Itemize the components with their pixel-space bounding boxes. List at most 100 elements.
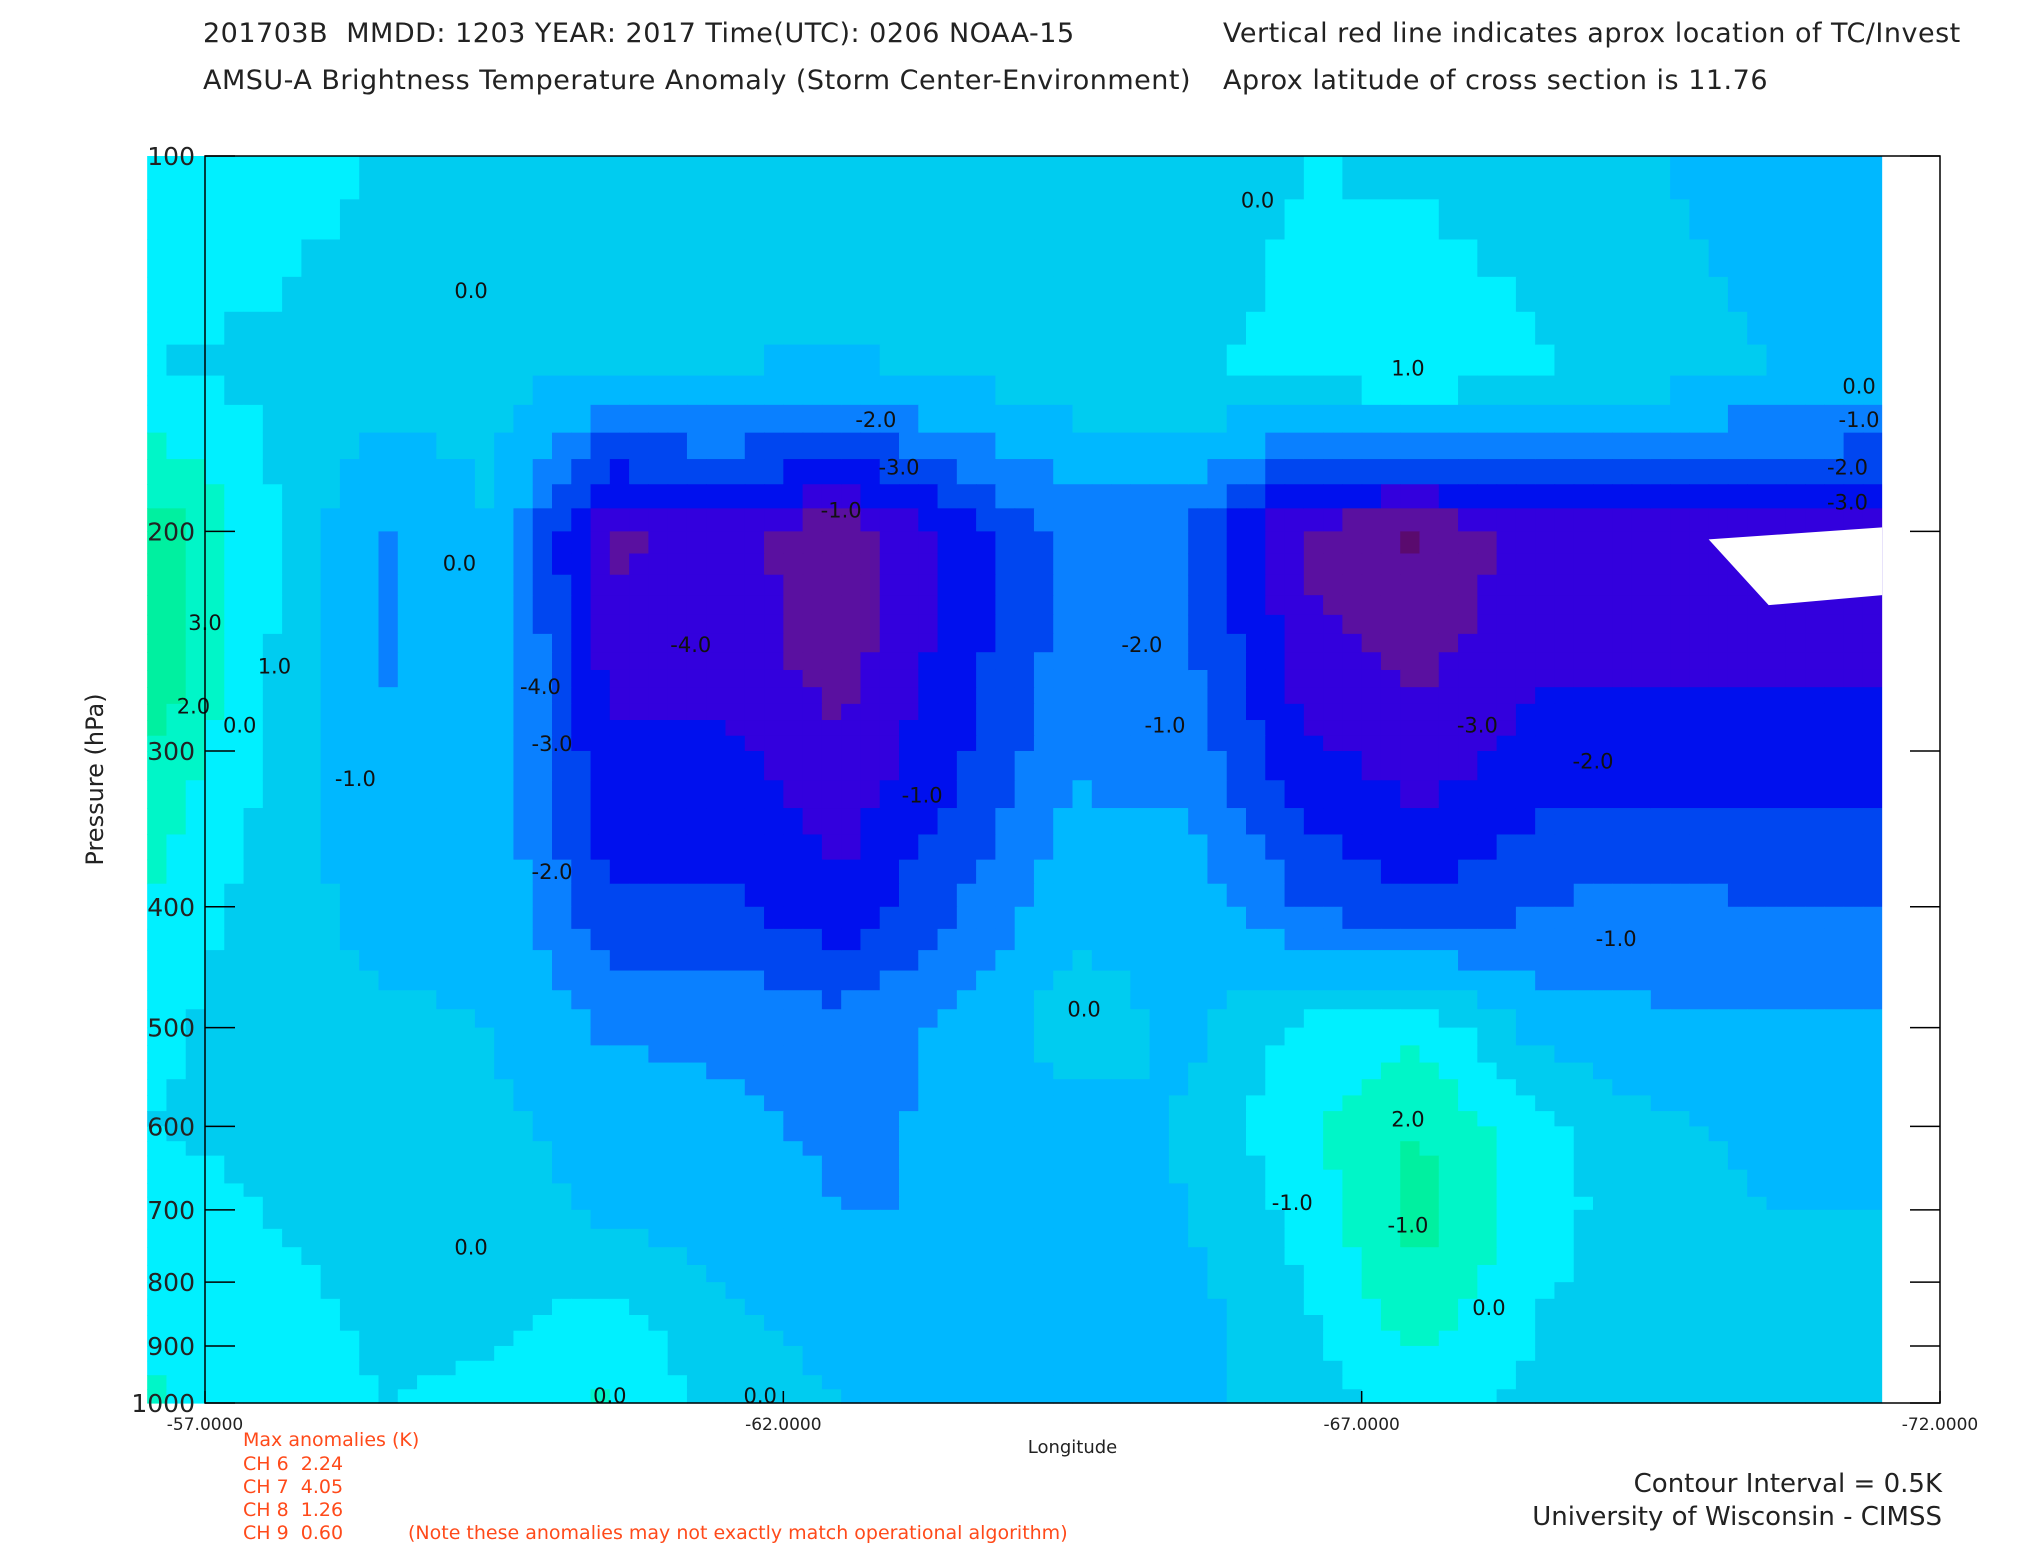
anomaly-cell [667,508,688,532]
anomaly-cell [1593,595,1613,616]
anomaly-cell [1149,859,1170,885]
anomaly-cell [918,780,939,809]
anomaly-cell [744,1079,765,1096]
anomaly-cell [1573,834,1594,861]
anomaly-cell [1380,1247,1401,1266]
anomaly-cell [706,1027,727,1046]
anomaly-cell [1053,1209,1074,1230]
anomaly-cell [744,553,765,576]
anomaly-cell [474,404,495,434]
anomaly-cell [1458,344,1478,377]
anomaly-cell [609,375,630,406]
anomaly-cell [1554,1282,1575,1300]
anomaly-cell [879,928,900,951]
anomaly-cell [1689,1282,1710,1300]
anomaly-cell [1303,553,1324,576]
anomaly-cell [1496,311,1517,346]
anomaly-cell [1188,735,1209,752]
anomaly-cell [1419,484,1440,509]
anomaly-cell [1400,344,1421,377]
anomaly-cell [1650,1264,1671,1283]
anomaly-cell [783,834,804,861]
anomaly-cell [1207,311,1228,346]
anomaly-cell [166,404,187,434]
anomaly-cell [1265,633,1286,653]
anomaly-cell [166,735,187,752]
anomaly-cell [185,950,206,972]
anomaly-cell [1130,703,1151,721]
anomaly-cell [1149,239,1170,278]
anomaly-cell [1149,1045,1170,1064]
anomaly-cell [764,1095,784,1112]
anomaly-cell [590,735,611,752]
anomaly-cell [1188,1264,1209,1283]
anomaly-cell [1650,1141,1671,1157]
anomaly-cell [995,1155,1016,1171]
anomaly-cell [1130,652,1151,671]
anomaly-cell [1824,750,1845,781]
anomaly-cell [1130,156,1151,200]
anomaly-cell [1670,1196,1690,1211]
anomaly-cell [1091,1062,1112,1080]
anomaly-cell [378,484,399,509]
anomaly-cell [802,950,823,972]
anomaly-cell [783,720,804,737]
anomaly-cell [1766,906,1787,930]
anomaly-cell [956,633,977,653]
anomaly-cell [841,484,862,509]
anomaly-cell [1188,459,1209,485]
anomaly-cell [1168,780,1189,809]
anomaly-cell [1477,595,1498,616]
anomaly-cell [841,311,862,346]
anomaly-cell [1380,1095,1401,1112]
anomaly-cell [359,906,380,930]
anomaly-cell [147,687,168,705]
anomaly-cell [436,276,457,313]
anomaly-cell [397,720,418,737]
anomaly-cell [764,950,784,972]
anomaly-cell [1130,1183,1151,1198]
anomaly-cell [1226,750,1247,781]
anomaly-cell [339,1126,360,1142]
anomaly-cell [899,239,919,278]
anomaly-cell [1650,1111,1671,1127]
anomaly-cell [397,1345,418,1362]
anomaly-cell [1168,1169,1189,1185]
anomaly-cell [1438,375,1459,406]
anomaly-cell [1843,311,1864,346]
anomaly-cell [1843,595,1864,616]
anomaly-cell [339,531,360,555]
anomaly-cell [1284,735,1305,752]
anomaly-cell [609,276,630,313]
anomaly-cell [455,553,476,576]
anomaly-cell [1265,1169,1286,1185]
anomaly-cell [359,1095,380,1112]
anomaly-cell [417,432,437,460]
anomaly-cell [1188,1009,1209,1029]
anomaly-cell [841,669,862,688]
anomaly-cell [802,1264,823,1283]
anomaly-cell [1689,735,1710,752]
anomaly-cell [1072,239,1093,278]
anomaly-cell [590,156,611,200]
anomaly-cell [918,1264,939,1283]
anomaly-cell [1130,404,1151,434]
anomaly-cell [339,1264,360,1283]
anomaly-cell [1805,780,1825,809]
anomaly-cell [1149,950,1170,972]
anomaly-cell [1670,950,1690,972]
anomaly-cell [359,1298,380,1316]
anomaly-cell [571,1282,592,1300]
anomaly-cell [1342,1228,1363,1248]
anomaly-cell [1380,1183,1401,1198]
anomaly-cell [513,1141,534,1157]
anomaly-cell [802,156,823,200]
anomaly-cell [532,720,553,737]
anomaly-cell [1650,652,1671,671]
anomaly-cell [1419,1141,1440,1157]
anomaly-cell [1843,633,1864,653]
anomaly-cell [629,1169,649,1185]
anomaly-cell [571,1095,592,1112]
anomaly-cell [1515,859,1536,885]
anomaly-cell [976,1169,996,1185]
